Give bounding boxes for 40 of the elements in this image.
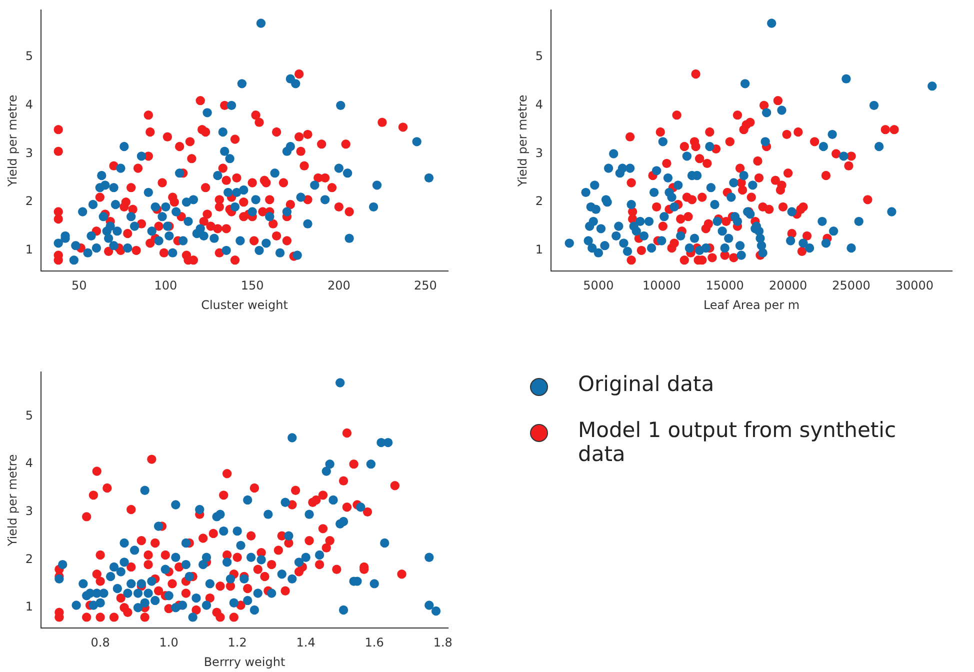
- x-tick-label: 30000: [895, 278, 934, 293]
- y-tick-label: 5: [25, 408, 34, 422]
- x-tick-label: 1.4: [296, 636, 316, 650]
- y-axis-title: Yield per metre: [5, 454, 20, 548]
- x-tick-label: 1.0: [159, 636, 178, 650]
- y-tick-label: 3: [25, 504, 34, 518]
- x-tick-label: 1.6: [364, 636, 384, 650]
- x-tick-label: 100: [154, 278, 178, 293]
- y-axis-title: Yield per metre: [515, 94, 530, 188]
- y-tick-label: 4: [25, 456, 34, 470]
- x-tick-label: 50: [71, 278, 87, 293]
- x-tick-label: 15000: [706, 278, 744, 293]
- legend-label: Original data: [578, 372, 714, 396]
- x-tick-label: 200: [327, 278, 350, 293]
- y-tick-label: 1: [535, 242, 544, 257]
- x-tick-label: 1.2: [228, 636, 247, 650]
- y-tick-label: 1: [25, 600, 34, 614]
- x-tick-label: 5000: [583, 278, 614, 293]
- x-axis-title: Cluster weight: [201, 298, 288, 312]
- y-tick-label: 5: [535, 49, 544, 64]
- x-axis-title: Berrry weight: [204, 654, 286, 669]
- x-tick-label: 25000: [832, 278, 870, 293]
- y-tick-label: 4: [535, 98, 544, 112]
- x-tick-label: 20000: [768, 278, 808, 293]
- y-tick-label: 3: [535, 146, 544, 160]
- y-tick-label: 2: [25, 194, 34, 208]
- y-tick-label: 2: [25, 552, 34, 566]
- x-tick-label: 150: [240, 278, 264, 293]
- x-tick-label: 250: [414, 278, 437, 293]
- y-tick-label: 4: [25, 98, 34, 112]
- x-axis-title: Leaf Area per m: [703, 298, 800, 312]
- legend-label: Model 1 output from synthetic data: [578, 418, 898, 466]
- y-tick-label: 1: [25, 242, 34, 257]
- x-tick-label: 0.8: [90, 636, 110, 650]
- x-tick-label: 10000: [642, 278, 681, 293]
- y-tick-label: 3: [25, 146, 34, 160]
- x-tick-label: 1.8: [433, 636, 452, 650]
- y-tick-label: 5: [25, 49, 34, 64]
- y-tick-label: 2: [535, 194, 544, 208]
- y-axis-title: Yield per metre: [5, 94, 20, 188]
